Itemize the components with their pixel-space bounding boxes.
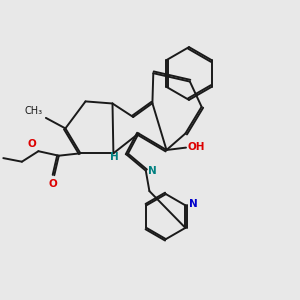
Text: CH₃: CH₃ <box>24 106 42 116</box>
Text: O: O <box>48 179 57 189</box>
Text: H: H <box>110 152 119 163</box>
Text: OH: OH <box>188 142 205 152</box>
Text: O: O <box>27 139 36 149</box>
Text: N: N <box>148 166 157 176</box>
Text: N: N <box>189 199 198 209</box>
